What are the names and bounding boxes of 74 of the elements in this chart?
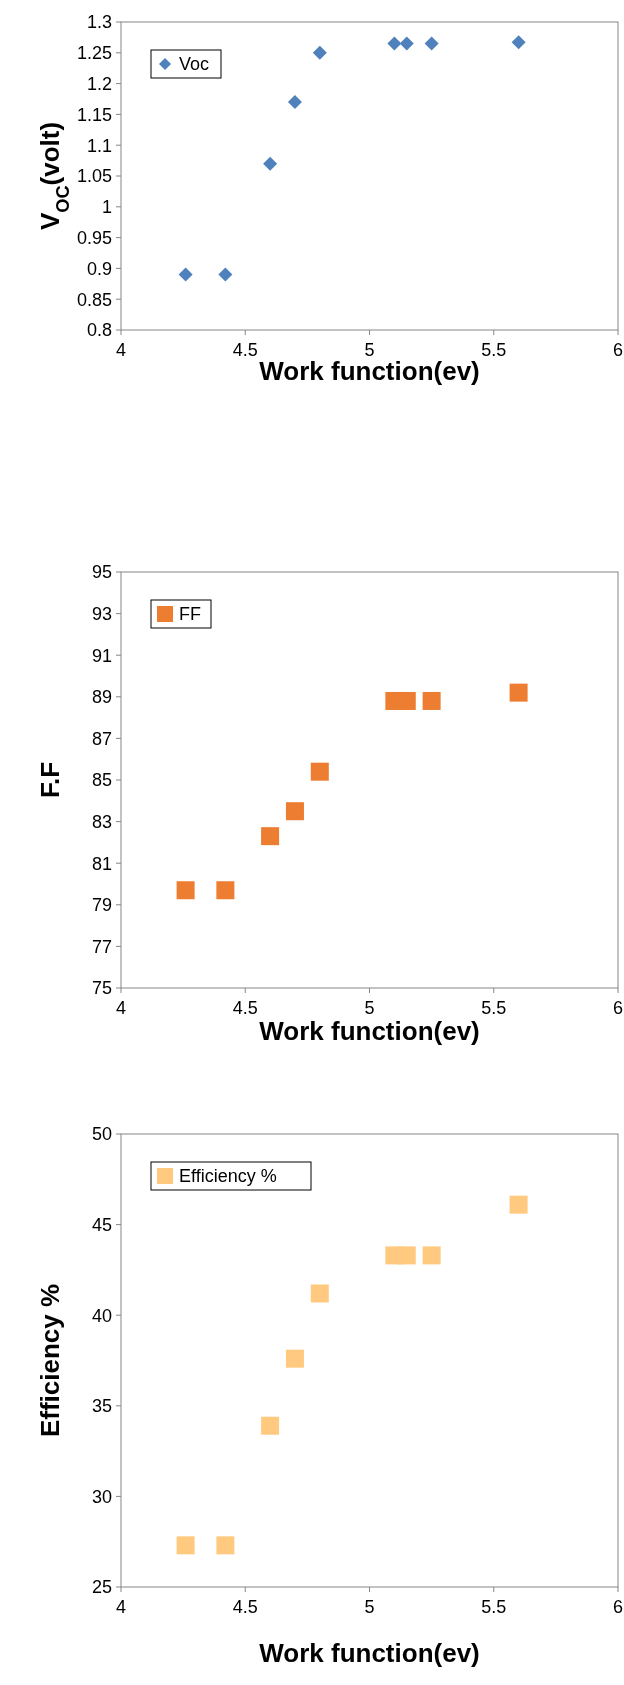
point xyxy=(312,45,327,60)
point xyxy=(397,1246,416,1265)
point xyxy=(509,1195,528,1214)
x-tick-label: 5 xyxy=(364,998,375,1018)
y-tick-label: 95 xyxy=(91,562,112,583)
point xyxy=(310,1284,329,1303)
y-tick-label: 50 xyxy=(91,1124,112,1145)
point xyxy=(511,35,526,50)
point xyxy=(285,1349,304,1368)
y-tick-label: 1.25 xyxy=(76,43,112,64)
point xyxy=(424,36,439,51)
y-tick-label: 1.2 xyxy=(86,73,112,94)
x-tick-label: 5 xyxy=(364,1597,375,1617)
x-tick-label: 4.5 xyxy=(232,998,258,1018)
y-tick-label: 79 xyxy=(91,895,112,916)
x-axis-title: Work function(ev) xyxy=(259,1638,480,1668)
x-tick-label: 4.5 xyxy=(232,340,258,360)
y-tick-label: 81 xyxy=(91,853,112,874)
point xyxy=(310,762,329,781)
point xyxy=(285,802,304,821)
point xyxy=(216,881,235,900)
point xyxy=(422,1246,441,1265)
x-tick-label: 5.5 xyxy=(481,998,507,1018)
y-axis-title: Efficiency % xyxy=(35,1283,65,1438)
x-tick-label: 4 xyxy=(115,340,127,360)
y-tick-label: 1.3 xyxy=(86,12,112,33)
x-tick-label: 5.5 xyxy=(481,1597,507,1617)
x-tick-label: 4 xyxy=(115,1597,127,1617)
x-axis-title: Work function(ev) xyxy=(259,1016,480,1046)
legend-label: Efficiency % xyxy=(179,1166,277,1187)
y-tick-label: 89 xyxy=(91,687,112,708)
y-tick-label: 87 xyxy=(91,728,112,749)
y-tick-label: 75 xyxy=(91,978,112,999)
point xyxy=(387,36,402,51)
point xyxy=(399,36,414,51)
y-tick-label: 1.05 xyxy=(76,166,112,187)
point xyxy=(176,881,195,900)
x-tick-label: 6 xyxy=(612,998,624,1018)
y-axis-title: F.F xyxy=(35,761,65,799)
y-tick-label: 0.8 xyxy=(86,320,112,341)
point xyxy=(178,267,193,282)
x-tick-label: 4 xyxy=(115,998,127,1018)
point xyxy=(261,1416,280,1435)
x-tick-label: 4.5 xyxy=(232,1597,258,1617)
y-tick-label: 77 xyxy=(91,936,112,957)
y-tick-label: 91 xyxy=(91,645,112,666)
point xyxy=(216,1536,235,1555)
y-tick-label: 85 xyxy=(91,770,112,791)
y-tick-label: 83 xyxy=(91,811,112,832)
y-tick-label: 93 xyxy=(91,603,112,624)
y-tick-label: 1.15 xyxy=(76,104,112,125)
y-tick-label: 1.1 xyxy=(86,135,112,156)
y-tick-label: 0.95 xyxy=(76,227,112,248)
x-tick-label: 6 xyxy=(612,340,624,360)
point xyxy=(397,691,416,710)
y-tick-label: 0.85 xyxy=(76,289,112,310)
y-tick-label: 1 xyxy=(101,197,112,218)
y-tick-label: 25 xyxy=(91,1577,112,1598)
y-tick-label: 40 xyxy=(91,1305,112,1326)
y-tick-label: 35 xyxy=(91,1396,112,1417)
point xyxy=(261,827,280,846)
legend-label: Voc xyxy=(179,54,210,75)
point xyxy=(218,267,233,282)
x-tick-label: 5.5 xyxy=(481,340,507,360)
x-tick-label: 6 xyxy=(612,1597,624,1617)
y-tick-label: 0.9 xyxy=(86,258,112,279)
point xyxy=(263,156,278,171)
point xyxy=(422,691,441,710)
point xyxy=(509,683,528,702)
y-tick-label: 30 xyxy=(91,1486,112,1507)
point xyxy=(176,1536,195,1555)
legend-label: FF xyxy=(179,604,201,625)
y-tick-label: 45 xyxy=(91,1214,112,1235)
point xyxy=(287,95,302,110)
